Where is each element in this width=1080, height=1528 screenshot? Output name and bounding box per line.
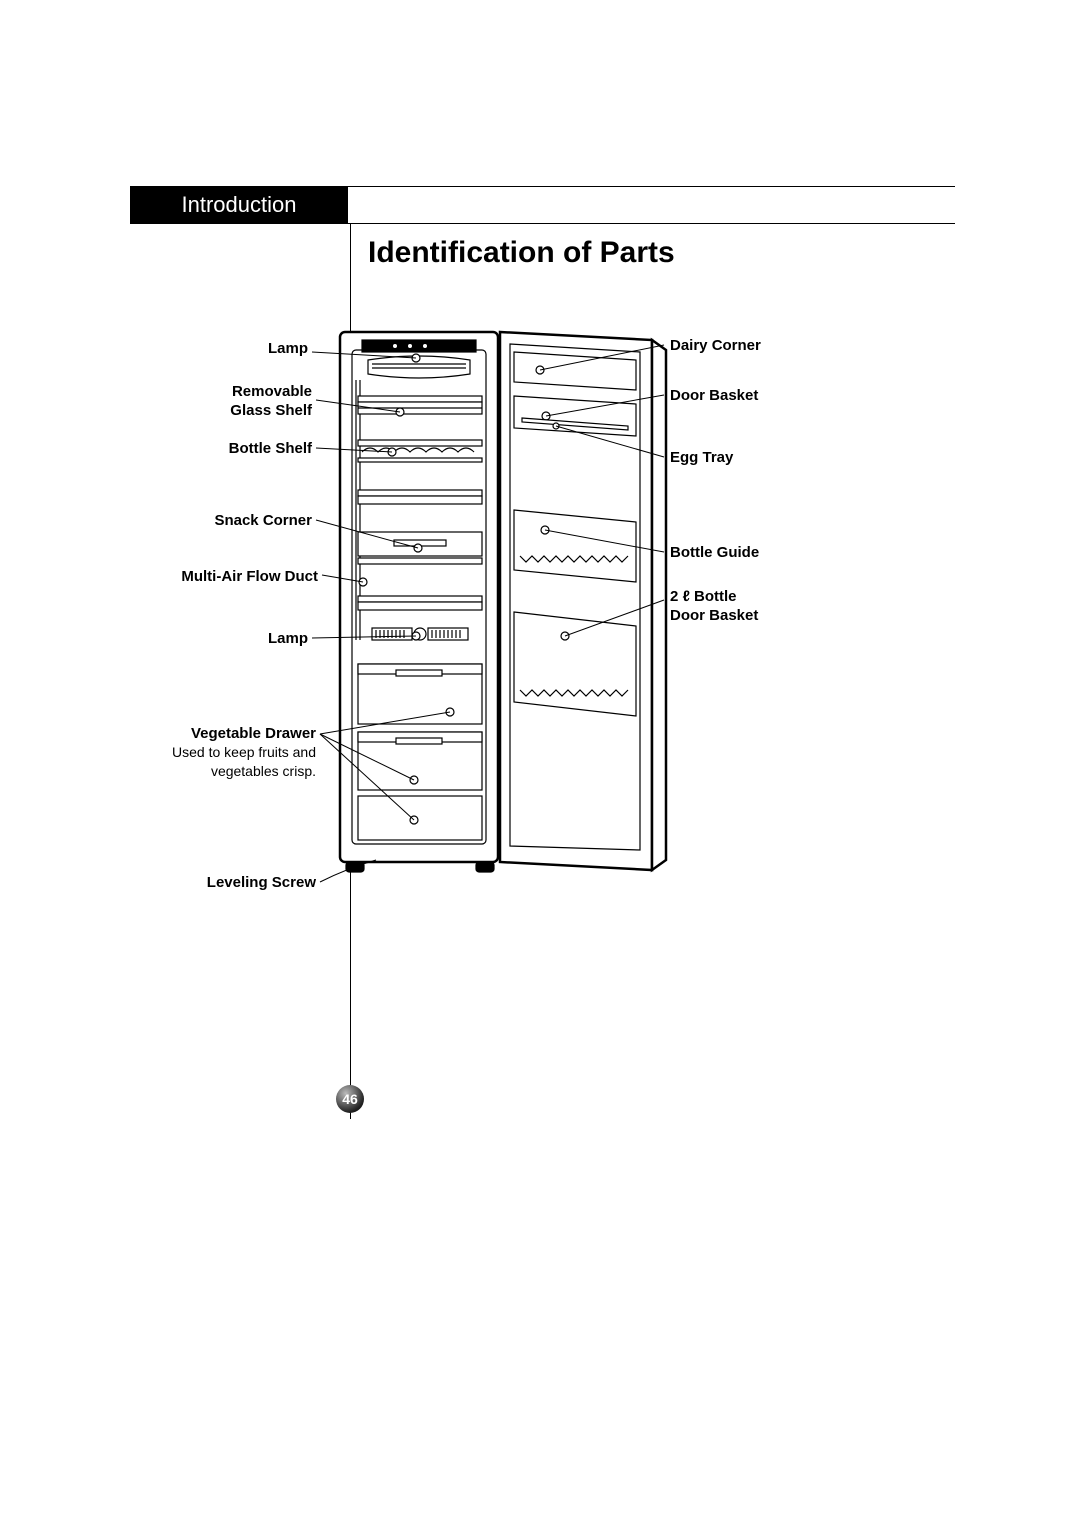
label-bottle-shelf: Bottle Shelf (180, 440, 312, 459)
label-bottle-guide: Bottle Guide (670, 544, 759, 563)
label-egg-tray: Egg Tray (670, 449, 733, 468)
page-number-badge: 46 (336, 1085, 364, 1113)
label-2l-bottle: 2 ℓ BottleDoor Basket (670, 588, 758, 626)
page-number-circle: 46 (336, 1085, 364, 1113)
section-tab: Introduction (130, 186, 348, 224)
label-vegetable-drawer: Vegetable Drawer Used to keep fruits and… (150, 725, 316, 781)
label-leveling-screw: Leveling Screw (170, 874, 316, 893)
label-multi-air: Multi-Air Flow Duct (150, 568, 318, 587)
vertical-rule (350, 224, 351, 1119)
manual-page: Introduction Identification of Parts (0, 0, 1080, 1528)
page-number: 46 (342, 1091, 358, 1107)
page-title: Identification of Parts (368, 236, 675, 270)
label-lamp-mid: Lamp (218, 630, 308, 649)
label-dairy-corner: Dairy Corner (670, 337, 761, 356)
label-door-basket: Door Basket (670, 387, 758, 406)
label-lamp-top: Lamp (218, 340, 308, 359)
label-snack-corner: Snack Corner (170, 512, 312, 531)
section-tab-label: Introduction (182, 192, 297, 218)
label-removable-shelf: RemovableGlass Shelf (180, 383, 312, 421)
